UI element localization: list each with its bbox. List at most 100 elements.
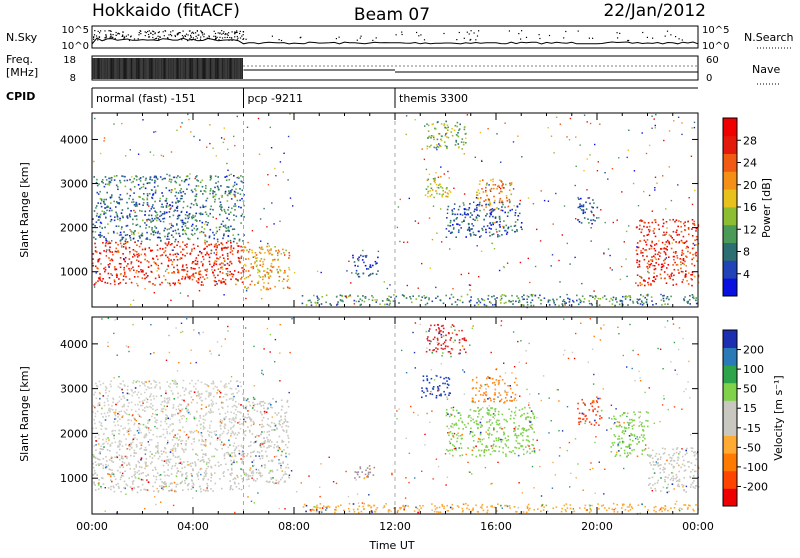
colorbar-swatch xyxy=(723,365,737,383)
y-tick-label: 4000 xyxy=(60,338,88,351)
x-tick-label: 00:00 xyxy=(682,520,714,533)
nsearch-dots xyxy=(93,30,683,41)
velocity-echo-region xyxy=(471,376,517,404)
radar-title: Hokkaido (fitACF) xyxy=(92,1,240,21)
cpid-panel: CPID normal (fast) -151 pcp -9211 themis 3… xyxy=(6,88,698,108)
velocity-echo-region xyxy=(610,411,649,457)
colorbar-tick-label: 15 xyxy=(743,402,757,415)
power-echo-region xyxy=(425,176,452,198)
velocity-echo-region xyxy=(303,503,699,514)
velocity-echo-region xyxy=(354,465,375,479)
colorbar-tick-label: 16 xyxy=(743,201,757,214)
x-tick-label: 12:00 xyxy=(379,520,411,533)
velocity-echo-region xyxy=(92,447,245,493)
power-echo-region xyxy=(92,241,245,286)
velocity-ylabel: Slant Range [km] xyxy=(18,366,31,462)
power-echoes xyxy=(92,113,699,308)
colorbar-swatch xyxy=(723,243,737,261)
power-echo-region xyxy=(635,219,699,287)
colorbar-swatch xyxy=(723,471,737,489)
freq-label: Freq. xyxy=(6,53,33,66)
date-title: 22/Jan/2012 xyxy=(603,1,706,21)
nsearch-label: N.Search xyxy=(744,31,794,44)
nsky-trace xyxy=(92,38,698,44)
velocity-echo-region xyxy=(92,380,245,449)
power-colorbar-label: Power [dB] xyxy=(760,178,773,238)
colorbar-tick-label: 20 xyxy=(743,179,757,192)
freq-tick-low: 8 xyxy=(70,73,76,84)
nsearch-tick-high: 10^5 xyxy=(702,25,729,36)
cpid-label: CPID xyxy=(6,90,35,103)
power-echo-region xyxy=(302,294,698,307)
colorbar-tick-label: 24 xyxy=(743,157,757,170)
colorbar-swatch xyxy=(723,136,737,154)
colorbar-tick-label: -15 xyxy=(743,422,761,435)
colorbar-tick-label: -200 xyxy=(743,480,768,493)
velocity-echo-region xyxy=(426,324,467,355)
power-echo-region xyxy=(476,179,512,211)
y-tick-label: 3000 xyxy=(60,383,88,396)
velocity-echoes xyxy=(92,317,699,515)
colorbar-swatch xyxy=(723,348,737,366)
power-ylabel: Slant Range [km] xyxy=(18,162,31,258)
colorbar-swatch xyxy=(723,436,737,454)
colorbar-tick-label: 8 xyxy=(743,246,750,259)
colorbar-tick-label: 200 xyxy=(743,344,764,357)
colorbar-swatch xyxy=(723,225,737,243)
colorbar-swatch xyxy=(723,189,737,207)
velocity-echo-region xyxy=(446,407,536,458)
x-tick-label: 20:00 xyxy=(581,520,613,533)
cpid-segment-label: themis 3300 xyxy=(399,92,468,105)
power-echo-region xyxy=(577,197,598,225)
nave-tick-high: 60 xyxy=(706,55,719,66)
cpid-segment-label: normal (fast) -151 xyxy=(96,92,196,105)
colorbar-swatch xyxy=(723,400,737,418)
nave-tick-low: 0 xyxy=(706,73,712,84)
colorbar-tick-label: 100 xyxy=(743,363,764,376)
colorbar-swatch xyxy=(723,207,737,225)
power-echo-region xyxy=(352,255,379,278)
y-tick-label: 2000 xyxy=(60,427,88,440)
colorbar-swatch xyxy=(723,171,737,189)
colorbar-tick-label: 50 xyxy=(743,383,757,396)
colorbar-swatch xyxy=(723,278,737,296)
nsky-panel: N.Sky 10^5 10^0 10^5 10^0 N.Search xyxy=(6,25,794,52)
colorbar-swatch xyxy=(723,118,737,136)
beam-title: Beam 07 xyxy=(354,5,430,25)
y-tick-label: 2000 xyxy=(60,222,88,235)
colorbar-swatch xyxy=(723,488,737,506)
y-tick-label: 3000 xyxy=(60,178,88,191)
nave-label: Nave xyxy=(752,63,780,76)
colorbar-tick-label: 28 xyxy=(743,134,757,147)
freq-unit-label: [MHz] xyxy=(6,66,38,79)
colorbar-swatch xyxy=(723,418,737,436)
colorbar-tick-label: 4 xyxy=(743,268,750,281)
cpid-segment-label: pcp -9211 xyxy=(248,92,303,105)
power-echo-region xyxy=(92,175,245,243)
y-tick-label: 1000 xyxy=(60,266,88,279)
colorbar-swatch xyxy=(723,260,737,278)
velocity-echo-region xyxy=(648,447,700,493)
freq-panel: Freq. [MHz] 18 8 60 0 Nave xyxy=(6,53,780,84)
velocity-echo-region xyxy=(421,375,451,398)
nsky-label: N.Sky xyxy=(6,31,38,44)
colorbar-swatch xyxy=(723,154,737,172)
freq-trace xyxy=(92,58,698,79)
colorbar-swatch xyxy=(723,453,737,471)
x-tick-label: 00:00 xyxy=(76,520,108,533)
power-echo-region xyxy=(244,245,291,290)
power-echo-region xyxy=(426,121,467,150)
power-echo-region xyxy=(446,202,523,238)
time-axis-label: Time UT xyxy=(368,539,414,552)
x-tick-label: 16:00 xyxy=(480,520,512,533)
velocity-colorbar-label: Velocity [m s⁻¹] xyxy=(772,375,785,460)
x-tick-label: 04:00 xyxy=(177,520,209,533)
power-colorbar: 4 8 12 16 20 24 28 Power [dB] xyxy=(723,118,773,296)
colorbar-tick-label: 12 xyxy=(743,223,757,236)
colorbar-swatch xyxy=(723,330,737,348)
nsearch-tick-low: 10^0 xyxy=(702,41,729,52)
